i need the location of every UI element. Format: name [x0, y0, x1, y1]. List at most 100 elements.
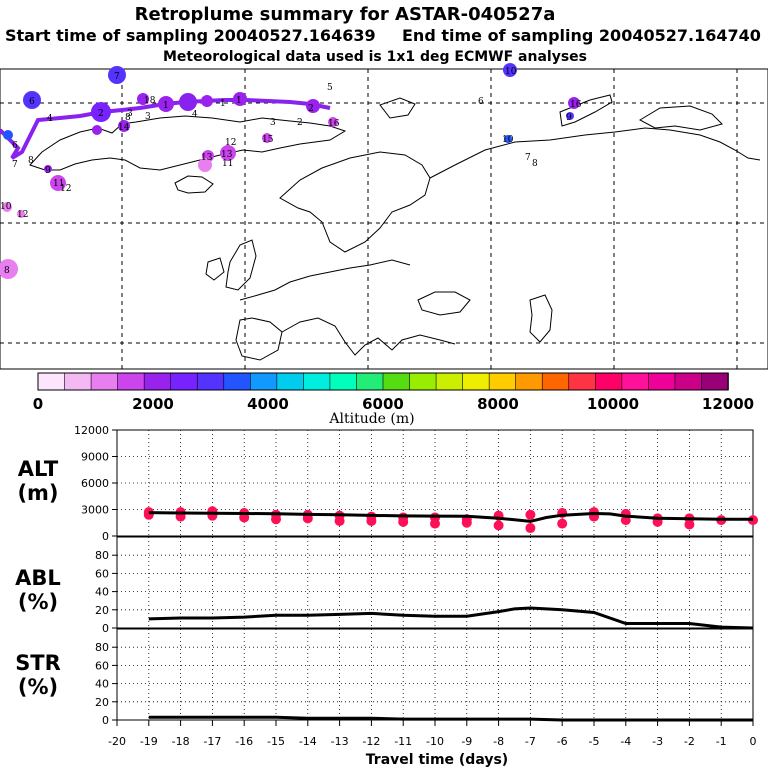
x-tick-label: -1 [716, 735, 727, 748]
colorbar-frame [37, 372, 729, 391]
colorbar-swatch [701, 372, 729, 391]
retroplume-path [0, 98, 331, 160]
plume-day-label: 18 [144, 96, 156, 106]
plume-cluster-marker [50, 175, 66, 191]
alt-panel-title: ALT [18, 457, 59, 481]
colorbar-swatch [196, 372, 225, 391]
plume-cluster-marker [91, 102, 111, 122]
coastline-mediterranean [281, 317, 456, 356]
plume-cluster-marker [566, 112, 574, 120]
plume-day-label: 5 [327, 83, 333, 93]
x-tick-label: -14 [299, 735, 317, 748]
plume-cluster-marker [233, 92, 247, 106]
plume-cluster-marker [568, 97, 580, 109]
str-y-tick-label: 20 [95, 696, 109, 709]
plume-cluster-marker [3, 130, 13, 140]
plume-day-label: 6 [29, 97, 35, 107]
x-tick-label: 0 [750, 735, 757, 748]
plume-cluster-marker [92, 125, 102, 135]
abl-y-tick-label: 80 [95, 549, 109, 562]
colorbar-swatch [170, 372, 199, 391]
coastline-iceland [174, 175, 214, 194]
x-tick-label: -4 [620, 735, 631, 748]
plume-day-label: 9 [45, 166, 51, 176]
str-panel-unit: (%) [18, 675, 58, 699]
coastline-ireland [205, 257, 225, 281]
plume-cluster-marker [306, 99, 320, 113]
colorbar-tick-label: 12000 [702, 395, 754, 413]
colorbar-swatch [674, 372, 703, 391]
plume-day-label: 11 [53, 179, 64, 189]
plume-cluster-marker [201, 95, 213, 107]
plume-day-label: 9 [566, 113, 572, 123]
coastline-black-sea [417, 291, 471, 316]
plume-day-label: 2 [297, 118, 303, 128]
plume-day-label: 12 [17, 210, 28, 220]
str-gridlines [117, 629, 753, 720]
colorbar-tick-label: 6000 [362, 395, 404, 413]
plume-cluster-marker [2, 202, 12, 212]
str-y-tick-label: 80 [95, 641, 109, 654]
plume-cluster-marker [23, 91, 41, 109]
map-panel: 7 6 4 2 3 1 4 1 1 5 6 2 3 8 8 6 9 10 7 8… [0, 63, 768, 370]
abl-y-tick-label: 20 [95, 604, 109, 617]
coastline-novaya-zemlya [559, 94, 613, 127]
coastlines [29, 94, 761, 361]
plume-day-label: 10 [0, 202, 12, 212]
alt-cluster-point [430, 518, 440, 529]
colorbar-swatch [568, 372, 597, 391]
plume-day-label: 2 [98, 109, 104, 119]
plume-day-label: 8 [125, 113, 131, 123]
colorbar-swatches [37, 372, 729, 391]
plume-day-label: 8 [4, 266, 10, 276]
plume-cluster-marker [198, 158, 212, 172]
plume-day-label: 1 [220, 99, 226, 109]
plume-clusters [0, 63, 580, 279]
alt-panel-unit: (m) [17, 481, 58, 505]
coastline-scandinavia [279, 151, 431, 253]
colorbar-tick-label: 2000 [132, 395, 174, 413]
plume-cluster-marker [108, 66, 126, 84]
colorbar-swatch [648, 372, 676, 391]
map-frame [0, 68, 768, 370]
plume-cluster-marker [17, 210, 25, 218]
colorbar-swatch [435, 372, 464, 391]
plume-day-label: 13 [221, 150, 233, 160]
start-time-label: Start time of sampling 20040527.164639 [5, 26, 376, 45]
plume-day-label: 4 [192, 110, 198, 120]
met-data-label: Meteorological data used is 1x1 deg ECMW… [163, 49, 587, 65]
colorbar-swatch [382, 372, 411, 391]
colorbar-swatch [143, 372, 172, 391]
colorbar-swatch [303, 372, 331, 391]
plume-day-label: 12 [225, 138, 236, 148]
colorbar-swatch [488, 372, 517, 391]
alt-y-tick-label: 9000 [81, 451, 109, 464]
alt-cluster-point [366, 515, 377, 526]
plume-cluster-marker [0, 259, 18, 279]
x-tick-label: -17 [203, 735, 221, 748]
plume-day-label: 7 [114, 72, 120, 82]
x-tick-label: -8 [493, 735, 504, 748]
coastline-spitsbergen [379, 97, 416, 119]
abl-panel-frame [116, 536, 754, 629]
x-tick-label: -13 [331, 735, 349, 748]
abl-gridlines [117, 537, 753, 628]
x-tick-label: -16 [235, 735, 253, 748]
x-tick-label: -9 [461, 735, 472, 748]
colorbar-swatch [595, 372, 623, 391]
end-time-label: End time of sampling 20040527.164740 [402, 26, 761, 45]
x-tick-label: -11 [394, 735, 412, 748]
alt-cluster-point [271, 514, 281, 525]
plume-day-label: 14 [118, 123, 130, 133]
plume-cluster-marker [158, 96, 174, 112]
colorbar-swatch [356, 372, 384, 391]
x-axis-label: Travel time (days) [366, 752, 508, 768]
x-tick-label: -2 [684, 735, 695, 748]
x-tick-label: -7 [525, 735, 536, 748]
plume-day-label: 3 [145, 112, 151, 122]
plume-day-label: 6 [478, 97, 484, 107]
alt-cluster-point [493, 520, 504, 531]
colorbar-axis-label: Altitude (m) [328, 411, 414, 427]
str-y-tick-label: 40 [95, 678, 109, 691]
